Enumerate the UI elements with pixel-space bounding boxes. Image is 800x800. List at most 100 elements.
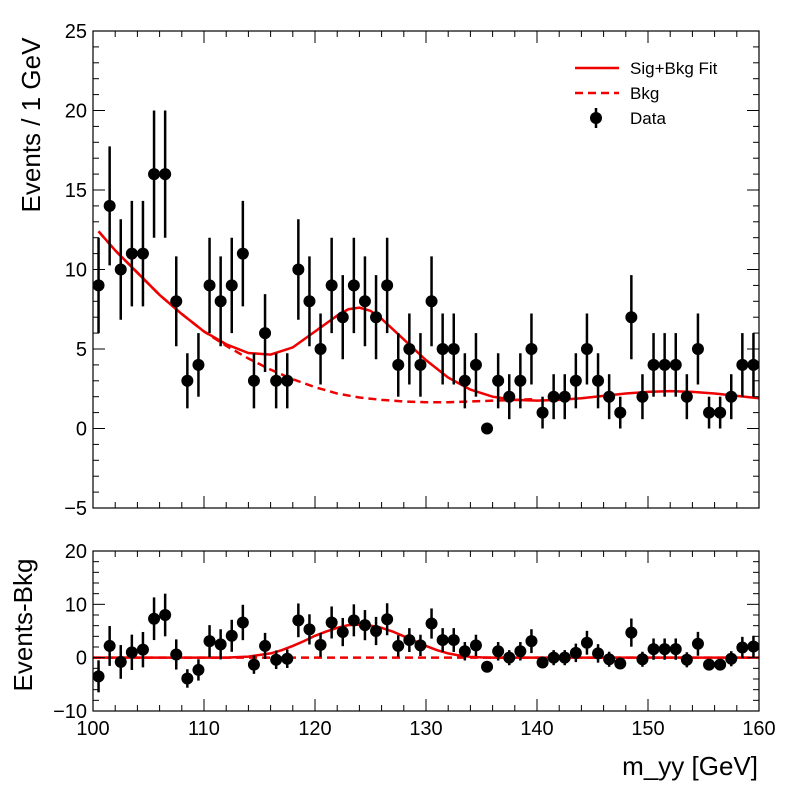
residual-data-point [636, 653, 649, 666]
main-data-point [370, 311, 383, 324]
legend-label-sig-bkg-fit: Sig+Bkg Fit [630, 59, 718, 78]
residual-data-point [247, 658, 260, 671]
main-data-point [225, 279, 238, 292]
residual-data-point [347, 614, 360, 627]
main-data-point [214, 295, 227, 308]
residual-data-point [680, 653, 693, 666]
main-data-point [159, 168, 172, 181]
residual-data-point [691, 637, 704, 650]
residual-y-tick-label: −10 [53, 701, 87, 723]
residual-data-point [525, 635, 538, 648]
residual-data-point [547, 651, 560, 664]
main-data-point [481, 422, 494, 435]
residual-x-tick-label: 130 [409, 718, 442, 740]
residual-data-point [481, 660, 494, 673]
main-data-point [281, 374, 294, 387]
main-data-point [580, 343, 593, 355]
residual-data-point [336, 626, 349, 639]
residual-data-point [703, 658, 716, 671]
residual-data-point [292, 614, 305, 627]
residual-x-tick-label: 160 [742, 718, 775, 740]
residual-x-tick-label: 150 [631, 718, 664, 740]
main-data-point [392, 358, 405, 371]
residual-data-point [93, 670, 105, 683]
residual-data-point [669, 643, 682, 656]
residual-y-tick-label: 10 [65, 594, 87, 616]
residual-y-axis-label: Events-Bkg [8, 559, 38, 692]
residual-data-point [503, 651, 516, 664]
residual-data-point [270, 653, 283, 666]
residual-data-point [159, 609, 172, 621]
main-data-point [714, 406, 727, 419]
residual-data-point [114, 655, 127, 668]
residual-data-point [236, 616, 249, 629]
main-data-point [303, 295, 316, 308]
residual-data-point [569, 646, 582, 659]
residual-data-point [403, 634, 416, 647]
residual-data-point [281, 652, 294, 665]
residual-x-tick-label: 140 [520, 718, 553, 740]
main-data-point [425, 295, 438, 308]
residual-y-tick-label: 0 [76, 648, 87, 670]
residual-x-tick-label: 120 [298, 718, 331, 740]
main-data-point [192, 358, 205, 371]
main-y-tick-label: 15 [65, 180, 87, 202]
residual-data-point [725, 652, 738, 665]
main-data-point [492, 374, 505, 387]
main-y-tick-label: 0 [76, 419, 87, 441]
residual-data-point [458, 645, 471, 658]
residual-data-point [714, 658, 727, 671]
residual-data-point [358, 619, 371, 632]
main-data-point [547, 390, 560, 403]
residual-data-point [592, 647, 605, 660]
residual-x-tick-label: 110 [188, 718, 220, 740]
main-data-point [592, 374, 605, 387]
main-data-point [181, 374, 194, 387]
main-data-point [148, 168, 161, 181]
legend: Sig+Bkg Fit Bkg Data [575, 59, 718, 128]
main-data-point [703, 406, 716, 419]
main-data-point [658, 358, 671, 371]
residual-y-tick-label: 20 [65, 541, 87, 563]
main-data-point [247, 374, 260, 387]
residual-data-point [192, 663, 205, 676]
main-bkg-curve [97, 230, 538, 404]
residual-data-point [469, 639, 482, 652]
main-data-point [525, 343, 538, 355]
main-data-point [458, 374, 471, 387]
residual-sig-bkg-fit-curve [93, 623, 759, 659]
residual-data-point [370, 625, 383, 637]
main-data-point [125, 247, 138, 260]
residual-data-point [181, 672, 194, 685]
main-data-point [625, 311, 638, 324]
residual-data-point [436, 634, 449, 647]
legend-swatch-data-marker [590, 112, 602, 124]
residual-data-point [580, 636, 593, 649]
main-data-point [447, 343, 460, 355]
main-data-point [347, 279, 360, 292]
main-data-point [325, 279, 338, 292]
main-y-axis-label: Events / 1 GeV [16, 37, 46, 213]
main-plot-area [93, 110, 759, 435]
main-data-point [725, 390, 738, 403]
main-data-point [203, 279, 216, 292]
residual-data-point [647, 643, 660, 656]
main-data-point [259, 327, 272, 340]
residual-data-point [303, 623, 316, 636]
legend-label-bkg: Bkg [630, 84, 659, 103]
residual-data-point [625, 626, 638, 639]
residual-data-point [514, 645, 527, 658]
main-data-point [536, 406, 549, 419]
residual-data-point [325, 616, 338, 629]
main-data-point [414, 358, 427, 371]
main-data-point [436, 343, 449, 355]
x-axis-label: m_yy [GeV] [622, 751, 758, 781]
main-y-tick-label: 10 [65, 260, 87, 282]
residual-data-point [536, 656, 549, 669]
main-data-point [136, 247, 149, 260]
residual-data-point [203, 635, 216, 648]
legend-label-data: Data [630, 109, 666, 128]
main-data-point [514, 374, 527, 387]
main-y-tick-label: 25 [65, 21, 87, 43]
